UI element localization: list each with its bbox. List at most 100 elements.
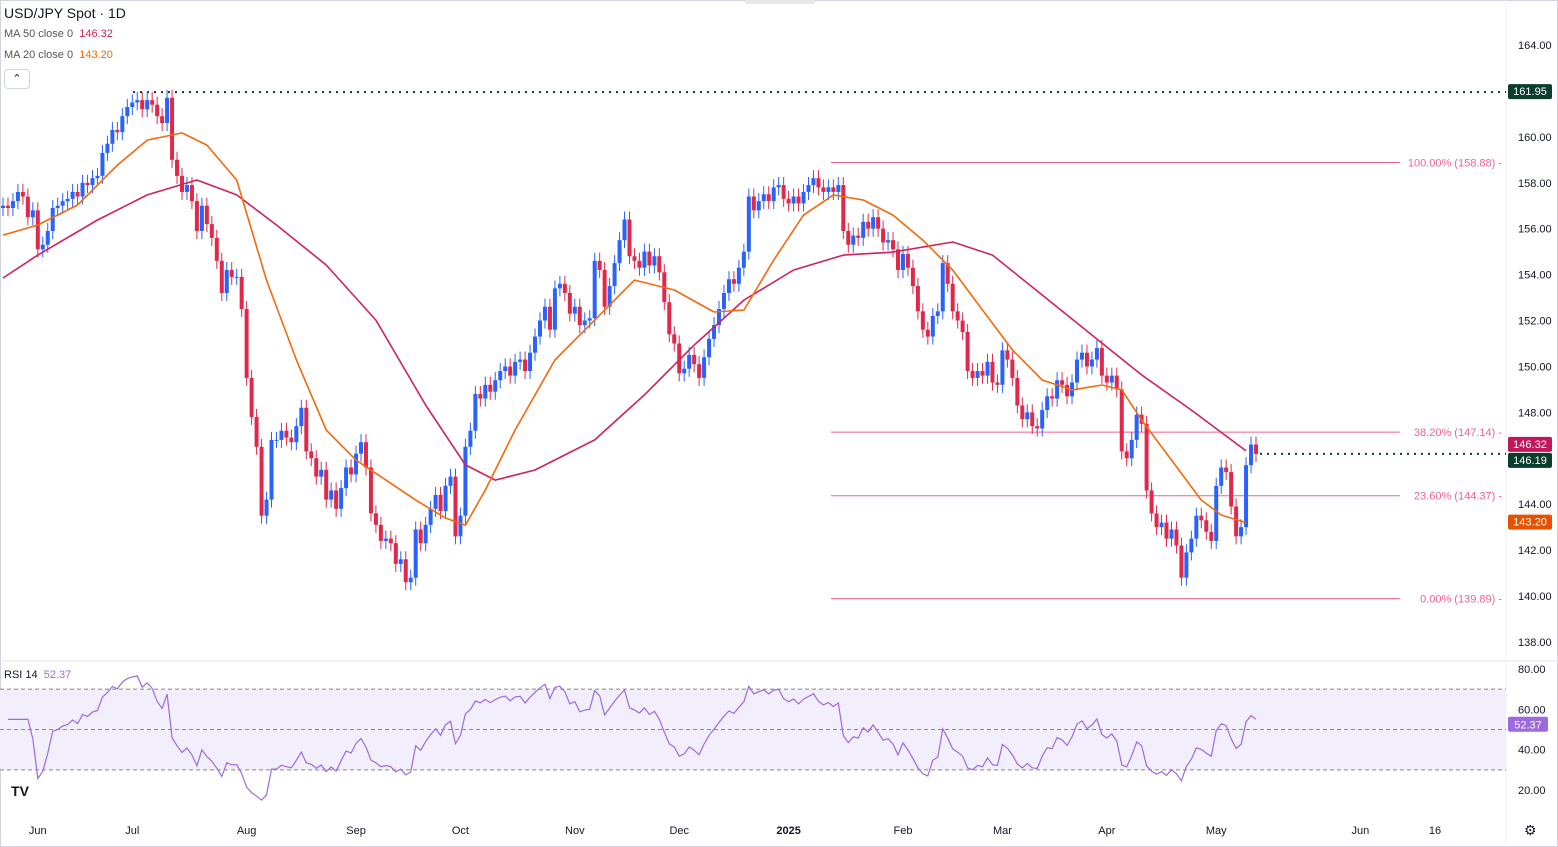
ma20-legend[interactable]: MA 20 close 0 143.20 xyxy=(4,49,113,61)
candle-body xyxy=(657,256,662,273)
candle-body xyxy=(547,306,552,330)
rsi-tick-label: 60.00 xyxy=(1518,704,1546,716)
candle-body xyxy=(552,288,557,330)
candle-body xyxy=(876,217,881,229)
fib-label: 100.00% (158.88) - xyxy=(1408,158,1503,170)
candle-body xyxy=(239,276,244,310)
candle-body xyxy=(398,559,403,564)
candle-body xyxy=(821,187,826,192)
candle-body xyxy=(1129,439,1134,459)
candle-body xyxy=(1015,377,1020,406)
candle-body xyxy=(881,228,886,243)
y-tick-label: 156.00 xyxy=(1518,224,1552,236)
candle-body xyxy=(1194,515,1199,539)
candle-body xyxy=(234,276,239,278)
candle-body xyxy=(269,439,274,500)
candle-body xyxy=(244,309,249,378)
candle-body xyxy=(453,476,458,537)
ma50-legend[interactable]: MA 50 close 0 146.32 xyxy=(4,28,113,40)
candle-body xyxy=(542,306,547,321)
candle-body xyxy=(299,407,304,427)
candle-body xyxy=(458,515,463,537)
symbol-title[interactable]: USD/JPY Spot · 1D xyxy=(4,5,126,21)
candle-body xyxy=(672,334,677,344)
candle-body xyxy=(50,208,55,231)
candle-body xyxy=(1065,384,1070,397)
candle-body xyxy=(523,359,528,372)
ma50-value: 146.32 xyxy=(79,28,113,40)
candle-body xyxy=(985,361,990,376)
candle-body xyxy=(40,244,45,250)
candle-body xyxy=(1104,375,1109,383)
candle-body xyxy=(776,185,781,188)
candle-body xyxy=(145,100,150,110)
candle-body xyxy=(652,256,657,266)
candle-body xyxy=(264,499,269,516)
candle-body xyxy=(856,235,861,238)
candle-body xyxy=(229,270,234,277)
gear-icon[interactable]: ⚙ xyxy=(1524,822,1537,838)
x-tick-label: Jun xyxy=(1352,825,1370,837)
candle-body xyxy=(731,279,736,284)
candle-body xyxy=(110,129,115,144)
candle-body xyxy=(846,230,851,245)
rsi-tick-label: 80.00 xyxy=(1518,664,1546,676)
candle-body xyxy=(1114,375,1119,390)
candle-body xyxy=(304,407,309,452)
candle-body xyxy=(473,393,478,431)
candle-body xyxy=(85,182,90,186)
candle-body xyxy=(861,221,866,238)
candle-body xyxy=(359,442,363,454)
candle-body xyxy=(20,191,25,197)
candle-body xyxy=(647,251,652,266)
collapse-legend-button[interactable]: ⌃ xyxy=(4,69,30,89)
candle-body xyxy=(771,187,776,202)
x-tick-label: Jun xyxy=(29,825,47,837)
drag-handle[interactable] xyxy=(745,0,815,4)
candle-body xyxy=(100,152,105,176)
price-badge xyxy=(1508,84,1552,100)
candle-body xyxy=(975,371,980,378)
candle-body xyxy=(761,194,766,202)
x-tick-label: 16 xyxy=(1429,825,1441,837)
x-tick-label: Oct xyxy=(452,825,469,837)
candle-body xyxy=(175,159,180,176)
candle-body xyxy=(498,371,503,381)
candle-body xyxy=(930,315,935,337)
candle-body xyxy=(960,320,965,332)
candle-body xyxy=(920,311,925,330)
rsi-badge-label: 52.37 xyxy=(1514,720,1542,732)
x-tick-label: May xyxy=(1206,825,1227,837)
candle-body xyxy=(428,508,433,525)
candle-body xyxy=(791,196,796,204)
candle-body xyxy=(160,116,165,124)
candle-body xyxy=(796,196,801,204)
rsi-legend[interactable]: RSI 14 52.37 xyxy=(4,669,71,681)
candle-body xyxy=(1035,426,1040,429)
candle-body xyxy=(990,361,995,383)
candle-body xyxy=(10,201,15,209)
candle-body xyxy=(309,451,314,459)
candle-body xyxy=(513,361,518,376)
candle-body xyxy=(1084,352,1089,367)
candle-body xyxy=(1040,410,1045,429)
ma50-line xyxy=(2,179,1247,481)
candle-body xyxy=(483,384,488,399)
candle-body xyxy=(518,359,523,362)
candle-body xyxy=(637,260,642,268)
candle-body xyxy=(463,446,468,516)
candle-body xyxy=(697,364,702,378)
candle-body xyxy=(438,495,443,512)
candle-body xyxy=(736,267,741,284)
candle-body xyxy=(682,368,687,374)
candle-body xyxy=(871,217,876,229)
candle-body xyxy=(408,577,413,583)
candle-body xyxy=(354,453,359,475)
candle-body xyxy=(1089,359,1094,367)
candle-body xyxy=(418,529,423,544)
candle-body xyxy=(1030,412,1035,427)
candle-body xyxy=(751,196,756,211)
tradingview-logo-icon[interactable]: TV xyxy=(6,780,34,802)
candle-body xyxy=(150,100,155,105)
